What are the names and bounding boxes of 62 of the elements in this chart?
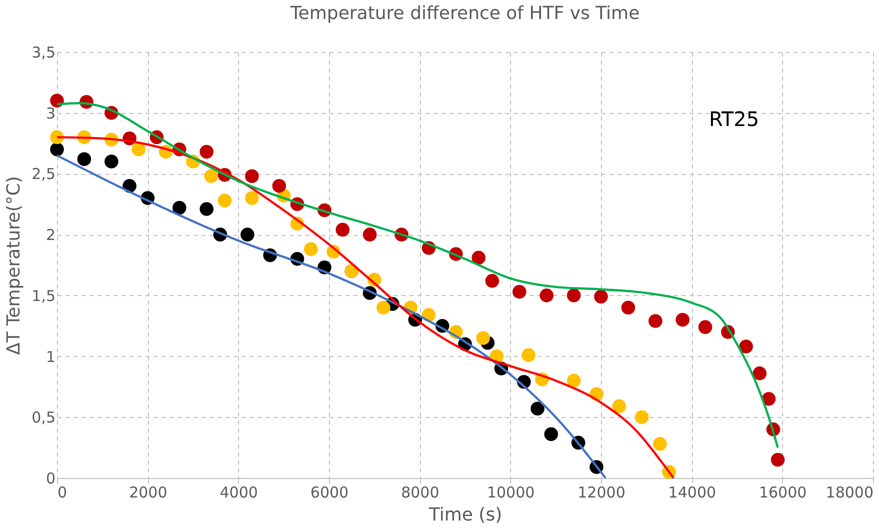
point [376,300,390,314]
point [634,410,649,424]
point [476,331,490,345]
y-tick-label: 3 [46,104,56,122]
annotation: RT25 [709,107,760,131]
x-tick-label: 16000 [758,484,807,502]
point [200,144,214,159]
point [104,154,118,168]
point [245,191,259,205]
point [612,399,626,414]
x-tick-label: 12000 [578,484,626,502]
point [544,427,558,442]
x-tick-label: 10000 [486,484,535,502]
chart-title: Temperature difference of HTF vs Time [289,3,640,24]
point [200,202,214,216]
x-tick-label: 8000 [401,484,440,502]
point [566,374,581,388]
y-tick-label: 0,5 [32,408,56,427]
point [304,242,318,256]
point [77,152,92,166]
point [540,288,554,302]
x-axis-title: Time (s) [428,504,502,526]
point [621,300,636,314]
point [566,288,581,302]
point [648,314,662,328]
point [272,179,286,193]
y-tick-label: 2,5 [32,165,56,184]
point [172,200,186,215]
point [240,228,254,242]
point [770,452,785,467]
point [50,94,64,108]
point [522,348,536,362]
point [676,312,690,327]
point [472,250,486,265]
x-tick-label: 2000 [129,484,168,502]
point [362,228,377,242]
point [50,142,64,156]
point [485,274,500,288]
point [594,290,608,304]
point [752,366,767,380]
x-tick-label: 0 [58,484,68,502]
point [762,392,776,406]
point [204,169,218,184]
point [653,437,667,451]
x-tick-label: 6000 [310,484,349,502]
x-tick-label: 14000 [668,484,716,502]
point [336,222,350,237]
y-tick-label: 0 [46,470,56,488]
y-tick-label: 3,5 [32,44,56,62]
y-tick-label: 2 [46,226,56,244]
x-tick-label: 4000 [220,484,258,502]
point [245,169,259,184]
y-tick-label: 1 [46,348,56,366]
point [218,194,232,208]
point [698,320,712,334]
point [739,340,753,354]
y-tick-label: 1,5 [32,286,56,305]
point [530,402,544,416]
x-tick-label: 18000 [826,484,874,502]
point [512,284,526,299]
y-axis-title: ΔT Temperature(°C) [4,176,25,355]
point [132,142,146,156]
